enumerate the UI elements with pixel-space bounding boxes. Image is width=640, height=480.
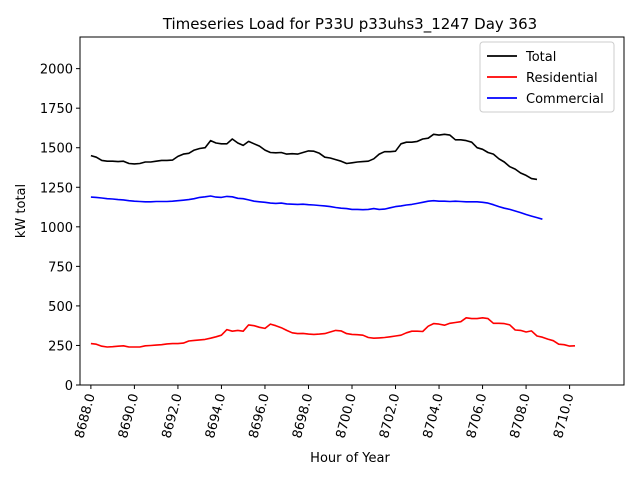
series-line-commercial — [90, 195, 543, 220]
legend-label-commercial: Commercial — [526, 92, 604, 107]
legend-box — [479, 41, 615, 113]
legend-label-total: Total — [525, 50, 556, 65]
y-tick-label: 750 — [48, 260, 73, 275]
y-tick-label: 2000 — [40, 63, 73, 78]
y-tick-label: 0 — [65, 379, 73, 394]
y-tick-label: 1000 — [40, 221, 73, 236]
y-tick-label: 1750 — [40, 102, 73, 117]
y-tick-label: 1250 — [40, 181, 73, 196]
legend-label-residential: Residential — [526, 71, 598, 86]
series-line-total — [90, 133, 538, 181]
y-tick-label: 1500 — [40, 142, 73, 157]
series-line-residential — [90, 316, 576, 348]
y-axis-label: kW total — [14, 184, 29, 238]
legend: Total Residential Commercial — [479, 41, 615, 113]
y-tick-label: 250 — [48, 339, 73, 354]
chart-title: Timeseries Load for P33U p33uhs3_1247 Da… — [162, 15, 537, 34]
y-tick-label: 500 — [48, 300, 73, 315]
y-axis: 0 250 500 750 1000 1250 1500 1750 2000 — [40, 63, 80, 394]
x-axis-label: Hour of Year — [310, 451, 390, 466]
plot-series — [90, 133, 576, 348]
